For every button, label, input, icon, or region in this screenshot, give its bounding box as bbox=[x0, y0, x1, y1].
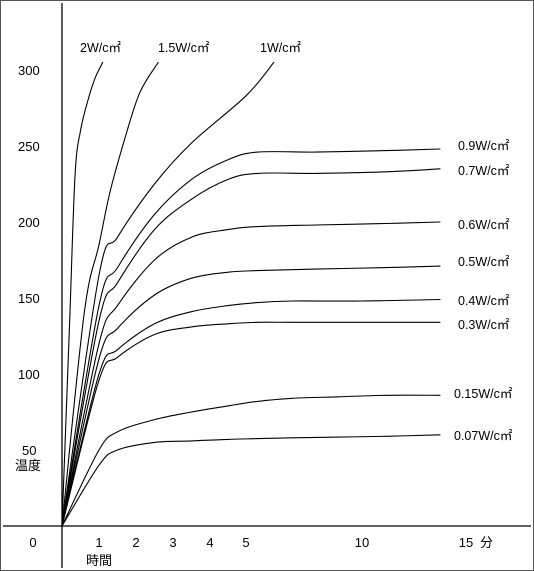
x-tick-label: 2 bbox=[132, 535, 139, 550]
series-label-9: 0.15W/c㎡ bbox=[454, 387, 513, 401]
y-tick-label: 200 bbox=[18, 215, 40, 230]
series-label-3: 0.9W/c㎡ bbox=[458, 139, 510, 153]
series-line-9 bbox=[61, 394, 441, 527]
y-tick-labels: 50 100 150 200 250 300 bbox=[18, 63, 40, 458]
series-label-6: 0.5W/c㎡ bbox=[458, 255, 510, 269]
y-tick-label: 150 bbox=[18, 291, 40, 306]
series-curves bbox=[61, 61, 441, 527]
series-line-4 bbox=[61, 168, 441, 527]
series-label-1: 1.5W/c㎡ bbox=[158, 41, 210, 55]
series-line-8 bbox=[61, 321, 441, 527]
series-line-1 bbox=[61, 61, 159, 527]
series-line-10 bbox=[61, 434, 441, 527]
series-label-0: 2W/c㎡ bbox=[80, 41, 121, 55]
series-label-8: 0.3W/c㎡ bbox=[458, 318, 510, 332]
x-tick-label: 1 bbox=[95, 535, 102, 550]
x-tick-label: 5 bbox=[242, 535, 249, 550]
series-label-2: 1W/c㎡ bbox=[260, 41, 301, 55]
y-axis-title: 温度 bbox=[15, 458, 41, 474]
series-labels: 2W/c㎡ 1.5W/c㎡ 1W/c㎡ 0.9W/c㎡ 0.7W/c㎡ 0.6W/c㎡ 0.… bbox=[80, 41, 513, 443]
x-tick-label: 15 bbox=[459, 535, 473, 550]
series-line-5 bbox=[61, 221, 441, 527]
x-axis-title: 時間 bbox=[86, 554, 112, 569]
x-tick-label: 4 bbox=[206, 535, 213, 550]
series-line-3 bbox=[61, 148, 441, 527]
series-line-0 bbox=[61, 61, 104, 527]
x-tick-labels: 0 1 2 3 4 5 10 15 bbox=[29, 535, 473, 550]
series-line-7 bbox=[61, 298, 441, 527]
x-tick-label: 10 bbox=[355, 535, 369, 550]
x-tick-label: 3 bbox=[169, 535, 176, 550]
series-line-6 bbox=[61, 265, 441, 527]
series-line-2 bbox=[61, 61, 275, 527]
series-label-10: 0.07W/c㎡ bbox=[454, 429, 513, 443]
y-tick-label: 300 bbox=[18, 63, 40, 78]
series-label-5: 0.6W/c㎡ bbox=[458, 218, 510, 232]
y-tick-label: 50 bbox=[22, 443, 36, 458]
x-axis-unit: 分 bbox=[480, 535, 493, 550]
series-label-4: 0.7W/c㎡ bbox=[458, 164, 510, 178]
y-tick-label: 250 bbox=[18, 139, 40, 154]
x-tick-label: 0 bbox=[29, 535, 36, 550]
series-label-7: 0.4W/c㎡ bbox=[458, 294, 510, 308]
y-tick-label: 100 bbox=[18, 367, 40, 382]
